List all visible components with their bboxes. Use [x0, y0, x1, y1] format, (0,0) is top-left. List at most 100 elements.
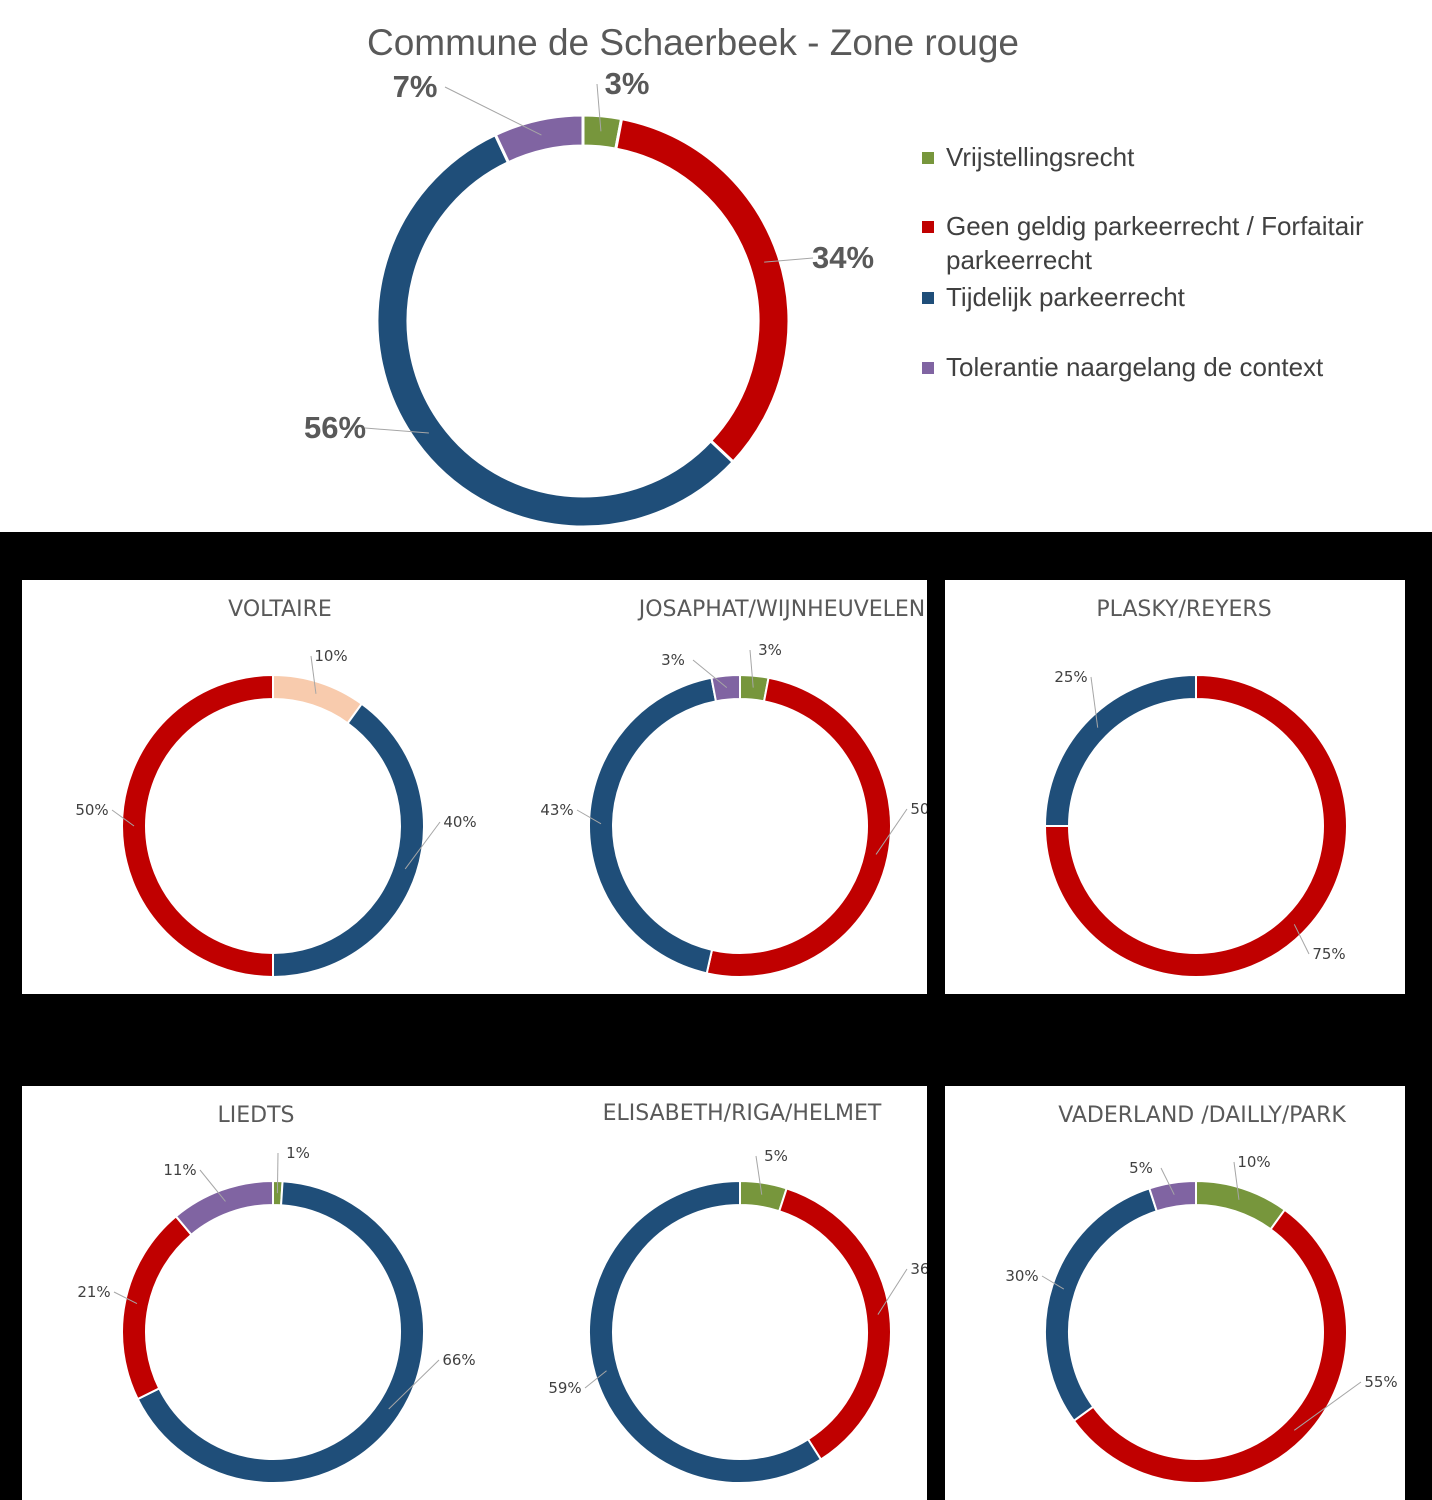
chart-title: ELISABETH/RIGA/HELMET — [603, 1101, 882, 1126]
donut-slice-tijdelijk — [272, 702, 425, 979]
data-label-vrijstelling: 1% — [286, 1144, 310, 1162]
chart-title: VOLTAIRE — [228, 597, 332, 622]
donut-slice-tolerantie — [174, 1179, 274, 1237]
data-label-tijdelijk: 66% — [442, 1351, 475, 1369]
data-label-tijdelijk: 56% — [304, 410, 366, 445]
leader-line — [764, 257, 814, 263]
leader-line — [877, 1268, 908, 1315]
plasky-donut-chart: PLASKY/REYERS 75% 25% — [1043, 597, 1348, 978]
data-label-tijdelijk: 30% — [1005, 1267, 1038, 1285]
legend-swatch-geen — [922, 221, 934, 233]
donut-slice-tolerantie — [1148, 1179, 1197, 1213]
leader-line — [596, 83, 602, 132]
data-label-vrijstelling: 10% — [1237, 1153, 1270, 1171]
data-label-geen: 36% — [910, 1260, 927, 1278]
data-label-tijdelijk: 43% — [540, 801, 573, 819]
data-label-geen: 21% — [77, 1283, 110, 1301]
chart-title: JOSAPHAT/WIJNHEUVELEN — [637, 597, 926, 622]
leader-line — [875, 808, 908, 855]
legend-item-geen-geldig: Geen geldig parkeerrecht / Forfaitair pa… — [922, 209, 1422, 277]
leader-line — [1090, 676, 1099, 728]
leader-line — [276, 1152, 279, 1194]
chart-title: LIEDTS — [218, 1103, 295, 1128]
main-chart-panel: Commune de Schaerbeek - Zone rouge 3% 34%… — [0, 0, 1432, 532]
leader-line — [755, 1155, 763, 1195]
donut-slice-tolerantie — [710, 673, 741, 703]
panel-liedts-elisabeth: LIEDTS 1% 66% 21% 11% ELISABETH/RIGA/HELMET 5… — [22, 1086, 927, 1500]
leader-line — [584, 1370, 607, 1389]
donut-slice-tijdelijk — [1044, 1187, 1159, 1423]
panel-plasky: PLASKY/REYERS 75% 25% — [945, 580, 1405, 994]
legend-item-tolerantie: Tolerantie naargelang de context — [922, 350, 1323, 384]
leader-line — [576, 809, 602, 825]
donut-slice-tijdelijk — [588, 1179, 823, 1484]
donut-slice-other — [272, 673, 364, 725]
leader-line — [111, 809, 135, 827]
data-label-geen: 55% — [1364, 1373, 1397, 1391]
data-label-vrijstelling: 3% — [758, 641, 782, 659]
data-label-tolerantie: 3% — [661, 651, 685, 669]
main-donut-chart: 3% 34% 56% 7% — [304, 66, 874, 529]
leader-line — [444, 86, 542, 136]
panel-voltaire-josaphat: VOLTAIRE 10% 40% 50% JOSAPHAT/WIJNHEUVELEN 3… — [22, 580, 927, 994]
donut-slice-geen — [777, 1187, 892, 1461]
data-label-tijdelijk: 25% — [1054, 668, 1087, 686]
josaphat-donut-chart: JOSAPHAT/WIJNHEUVELEN 3% 50% 43% 3% — [540, 597, 927, 978]
leader-line — [1293, 924, 1310, 955]
donut-slice-vrijstelling — [1195, 1179, 1287, 1231]
legend-item-vrijstellingsrecht: Vrijstellingsrecht — [922, 140, 1134, 174]
donut-slice-tijdelijk — [1043, 673, 1197, 827]
data-label-tolerantie: 7% — [393, 69, 438, 104]
leader-line — [1160, 1167, 1175, 1195]
leader-line — [199, 1169, 226, 1202]
legend-swatch-vrijstelling — [922, 152, 934, 164]
data-label-geen: 75% — [1312, 945, 1345, 963]
leader-line — [310, 655, 317, 694]
data-label-geen: 50% — [75, 801, 108, 819]
leader-line — [364, 427, 429, 434]
leader-line — [404, 821, 441, 870]
donut-slice-geen — [1043, 673, 1348, 978]
legend-label: Tijdelijk parkeerrecht — [946, 282, 1185, 312]
chart-title: VADERLAND /DAILLY/PARK — [1058, 1103, 1346, 1128]
donut-slice-geen — [121, 1214, 193, 1401]
voltaire-donut-chart: VOLTAIRE 10% 40% 50% — [75, 597, 477, 979]
data-label-other: 10% — [314, 647, 347, 665]
leader-line — [749, 649, 754, 688]
chart-title: PLASKY/REYERS — [1096, 597, 1271, 622]
data-label-tijdelijk: 59% — [548, 1379, 581, 1397]
panel-vaderland: VADERLAND /DAILLY/PARK 10% 55% 30% 5% — [945, 1086, 1405, 1500]
legend-swatch-tolerantie — [922, 362, 934, 374]
data-label-tijdelijk: 40% — [443, 813, 476, 831]
leader-line — [1233, 1161, 1240, 1200]
data-label-tolerantie: 11% — [163, 1161, 196, 1179]
legend-label: Geen geldig parkeerrecht / Forfaitair pa… — [946, 211, 1364, 275]
leader-line — [1293, 1381, 1362, 1431]
leader-line — [692, 659, 728, 689]
donut-slice-tijdelijk — [375, 132, 736, 529]
data-label-vrijstelling: 3% — [605, 66, 650, 101]
donut-slice-vrijstelling — [739, 1179, 788, 1213]
elisabeth-donut-chart: ELISABETH/RIGA/HELMET 5% 36% 59% — [548, 1101, 927, 1484]
data-label-geen: 50% — [910, 800, 927, 818]
main-chart-title: Commune de Schaerbeek - Zone rouge — [367, 22, 1019, 63]
data-label-geen: 34% — [812, 240, 874, 275]
donut-slice-geen — [121, 673, 274, 979]
donut-slice-geen — [614, 116, 791, 465]
donut-slice-geen — [1072, 1208, 1348, 1484]
donut-slice-geen — [705, 676, 892, 978]
leader-line — [113, 1291, 138, 1304]
legend-item-tijdelijk: Tijdelijk parkeerrecht — [922, 280, 1185, 314]
data-label-vrijstelling: 5% — [764, 1147, 788, 1165]
donut-slice-tijdelijk — [588, 676, 718, 975]
donut-slice-tolerantie — [493, 113, 585, 165]
legend-label: Vrijstellingsrecht — [946, 142, 1135, 172]
legend-label: Tolerantie naargelang de context — [946, 352, 1324, 382]
data-label-tolerantie: 5% — [1129, 1159, 1153, 1177]
leader-line — [388, 1359, 440, 1410]
liedts-donut-chart: LIEDTS 1% 66% 21% 11% — [77, 1103, 476, 1484]
vaderland-donut-chart: VADERLAND /DAILLY/PARK 10% 55% 30% 5% — [1005, 1103, 1398, 1484]
legend-swatch-tijdelijk — [922, 292, 934, 304]
donut-slice-tijdelijk — [136, 1180, 425, 1484]
leader-line — [1041, 1275, 1065, 1290]
